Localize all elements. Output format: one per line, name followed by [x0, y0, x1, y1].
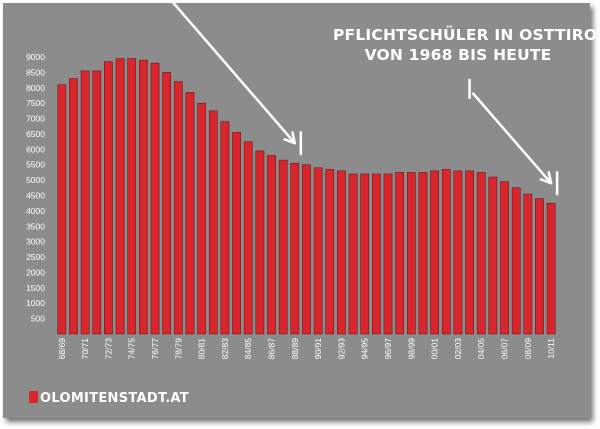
bar — [115, 58, 125, 335]
brand-text: OLOMITENSTADT.AT — [40, 391, 189, 406]
x-tick-label: 88/89 — [290, 338, 300, 360]
bar — [325, 169, 335, 335]
bar — [476, 172, 486, 335]
trend-arrow-shaft-2 — [471, 92, 553, 185]
bar — [511, 187, 521, 335]
y-tick-label: 1000 — [26, 298, 45, 308]
bar — [57, 84, 67, 335]
x-tick-label: 82/83 — [220, 338, 230, 360]
bar — [150, 62, 160, 335]
x-tick-label: 84/85 — [243, 338, 253, 360]
x-tick-label: 04/05 — [476, 338, 486, 360]
brand-d-mark-icon — [29, 391, 38, 403]
bar-chart: 500 1000 1500 2000 2500 3000 3500 4000 4500 5000 5… — [26, 3, 559, 360]
y-tick-label: 3000 — [26, 237, 45, 247]
x-tick-label: 06/07 — [500, 338, 510, 360]
x-tick-label: 08/09 — [523, 338, 533, 360]
x-tick-label: 70/71 — [80, 338, 90, 360]
bar — [360, 173, 370, 335]
bar — [92, 70, 102, 335]
y-tick-label: 3500 — [26, 221, 45, 231]
bar — [255, 150, 265, 335]
x-tick-label: 96/97 — [383, 338, 393, 360]
bar — [162, 72, 172, 335]
bar — [127, 58, 137, 335]
y-tick-label: 5000 — [26, 175, 45, 185]
bar — [302, 164, 311, 335]
x-tick-label: 94/95 — [360, 338, 370, 360]
bar — [546, 202, 556, 335]
chart-title: PFLICHTSCHÜLER IN OSTTIROL VON 1968 BIS … — [333, 25, 600, 65]
chart-panel: 500 1000 1500 2000 2500 3000 3500 4000 4500 5000 5… — [3, 3, 600, 418]
bar — [337, 170, 346, 335]
bar — [383, 173, 393, 335]
bar — [185, 92, 195, 335]
x-tick-label: 80/81 — [197, 338, 207, 360]
bar — [267, 155, 276, 335]
x-tick-label: 68/69 — [57, 338, 67, 360]
y-tick-label: 8500 — [26, 67, 45, 77]
bar — [441, 169, 451, 335]
bar — [348, 173, 358, 335]
x-tick-label: 72/73 — [103, 338, 113, 360]
y-tick-label: 1500 — [26, 283, 45, 293]
bar — [220, 121, 230, 335]
bar — [418, 172, 428, 335]
bar — [500, 181, 509, 335]
trend-arrow-shaft-1 — [171, 3, 296, 145]
x-tick-label: 10/11 — [546, 338, 556, 359]
bar — [535, 198, 544, 335]
trend-arrow-head-2 — [539, 171, 553, 185]
y-tick-label: 2500 — [26, 252, 45, 262]
bar — [290, 162, 300, 335]
bar — [372, 173, 381, 335]
x-tick-label: 00/01 — [430, 338, 440, 360]
chart-title-line-2: VON 1968 BIS HEUTE — [364, 46, 552, 64]
bar — [173, 81, 183, 335]
y-tick-label: 9000 — [26, 52, 45, 62]
bar — [488, 176, 498, 335]
bar — [406, 172, 416, 335]
bar — [139, 59, 148, 335]
chart-title-line-1: PFLICHTSCHÜLER IN OSTTIROL — [333, 26, 600, 44]
y-tick-label: 7000 — [26, 114, 45, 124]
bar — [395, 172, 405, 335]
bar — [430, 170, 439, 335]
x-tick-label: 86/87 — [267, 338, 277, 360]
bar — [208, 110, 218, 335]
bar — [104, 61, 113, 335]
y-tick-label: 8000 — [26, 83, 45, 93]
x-tick-label: 90/91 — [313, 338, 323, 360]
bar — [523, 193, 533, 335]
y-tick-label: 4500 — [26, 191, 45, 201]
x-tick-label: 76/77 — [150, 338, 160, 360]
y-tick-label: 5500 — [26, 160, 45, 170]
x-tick-label: 02/03 — [453, 338, 463, 360]
y-tick-label: 2000 — [26, 267, 45, 277]
bar — [243, 141, 253, 335]
trend-arrow-head-1 — [283, 131, 297, 145]
x-tick-label: 78/79 — [173, 338, 183, 360]
x-tick-label: 98/99 — [406, 338, 416, 360]
y-tick-label: 6000 — [26, 144, 45, 154]
bar — [453, 170, 463, 335]
y-tick-label: 500 — [31, 314, 45, 324]
x-tick-label: 92/93 — [336, 338, 346, 360]
bar — [232, 132, 241, 335]
y-tick-label: 6500 — [26, 129, 45, 139]
bar — [278, 159, 288, 335]
y-tick-label: 7500 — [26, 98, 45, 108]
bar — [465, 170, 474, 335]
bar — [69, 78, 78, 335]
bar — [197, 102, 206, 335]
brand-logo: OLOMITENSTADT.AT — [29, 391, 189, 406]
x-tick-label: 74/75 — [127, 338, 137, 360]
bar — [313, 167, 323, 335]
y-tick-label: 4000 — [26, 206, 45, 216]
bar — [80, 70, 90, 335]
